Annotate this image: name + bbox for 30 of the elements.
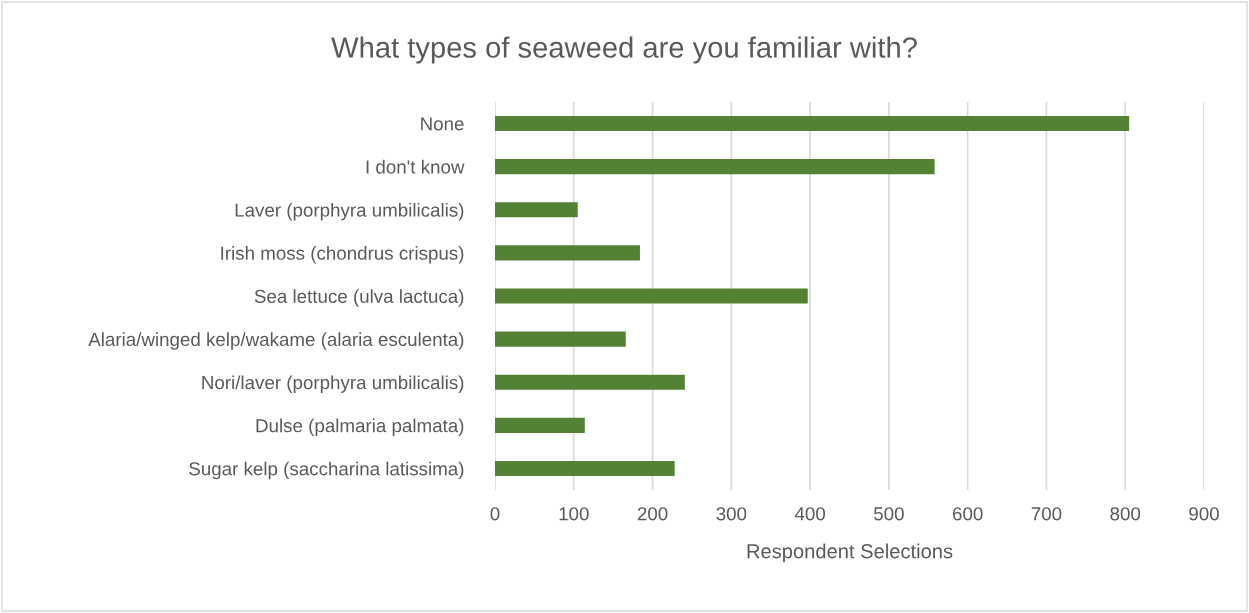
y-tick-label: Nori/laver (porphyra umbilicalis) <box>202 375 464 393</box>
y-tick-label: Dulse (palmaria palmata) <box>256 418 464 437</box>
x-tick-label: 0 <box>490 507 500 521</box>
bar <box>495 245 640 261</box>
bar <box>495 116 1130 132</box>
y-tick-label: Alaria/winged kelp/wakame (alaria esculenta) <box>88 332 464 350</box>
x-tick-label: 100 <box>559 507 589 521</box>
x-tick-label: 600 <box>952 507 983 521</box>
bar <box>495 460 675 476</box>
bar <box>495 202 578 218</box>
y-tick-label: None <box>421 117 464 131</box>
y-tick-label: Sugar kelp (saccharina latissima) <box>189 461 464 480</box>
y-tick-label: I don't know <box>366 159 465 174</box>
x-tick-label: 700 <box>1031 507 1062 521</box>
y-tick-label: Irish moss (chondrus crispus) <box>221 246 464 264</box>
bar <box>495 159 935 175</box>
x-tick-label: 800 <box>1110 507 1141 521</box>
x-tick-label: 200 <box>637 507 668 521</box>
y-tick-label: Sea lettuce (ulva lactuca) <box>254 289 464 307</box>
bar <box>495 417 585 433</box>
bar <box>495 288 808 304</box>
chart-title: What types of seaweed are you familiar with? <box>331 36 917 64</box>
bar <box>495 374 685 390</box>
x-tick-label: 300 <box>716 507 747 521</box>
x-tick-label: 400 <box>794 507 826 521</box>
bar <box>495 331 626 347</box>
x-tick-label: 500 <box>874 507 904 521</box>
y-tick-label: Laver (porphyra umbilicalis) <box>235 202 464 221</box>
x-axis-title: Respondent Selections <box>747 543 953 563</box>
x-tick-label: 900 <box>1189 507 1219 521</box>
